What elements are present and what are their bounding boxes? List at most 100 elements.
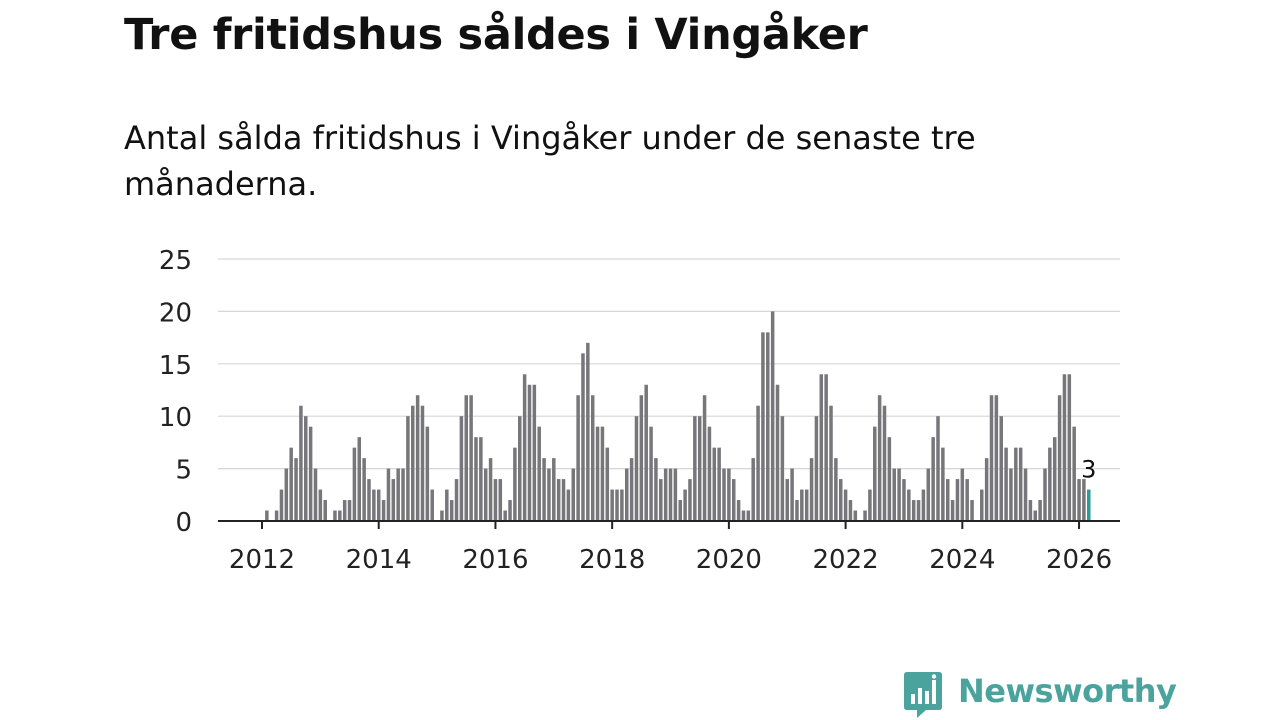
bar — [386, 468, 391, 521]
bar — [965, 479, 969, 521]
y-tick-label: 5 — [175, 456, 192, 486]
bar — [430, 489, 434, 521]
bar — [420, 405, 425, 521]
bar — [746, 510, 751, 521]
brand-logo[interactable]: Newsworthy — [902, 670, 1177, 720]
bar — [342, 500, 347, 521]
bar — [488, 458, 493, 521]
bar — [474, 437, 478, 521]
bar — [999, 416, 1003, 521]
bar — [1023, 468, 1028, 521]
bar — [1062, 374, 1067, 521]
bar — [936, 416, 940, 521]
bar — [454, 479, 459, 521]
x-tick-label: 2024 — [929, 545, 995, 575]
x-tick-label: 2018 — [579, 545, 645, 575]
y-tick-label: 25 — [159, 246, 192, 276]
bar — [945, 479, 950, 521]
bar — [1072, 426, 1076, 521]
bar — [984, 458, 989, 521]
bar — [941, 447, 945, 521]
bar — [717, 447, 721, 521]
bar — [950, 500, 955, 521]
highlight-data-label: 3 — [1081, 456, 1096, 484]
bar — [834, 458, 838, 521]
x-tick-label: 2026 — [1046, 545, 1112, 575]
bar — [483, 468, 488, 521]
bar — [843, 489, 848, 521]
bar — [518, 416, 522, 521]
bar — [513, 447, 517, 521]
bar — [289, 447, 293, 521]
bar — [279, 489, 284, 521]
bar — [372, 489, 376, 521]
bar — [994, 395, 999, 521]
bar — [537, 426, 541, 521]
bar — [406, 416, 410, 521]
bar — [440, 510, 444, 521]
bar — [318, 489, 323, 521]
bar — [522, 374, 527, 521]
bar — [756, 405, 760, 521]
x-tick-label: 2014 — [346, 545, 412, 575]
bar — [376, 489, 381, 521]
bar — [727, 468, 731, 521]
bar — [503, 510, 507, 521]
bar — [415, 395, 420, 521]
bar — [459, 416, 464, 521]
bar — [819, 374, 824, 521]
bar — [449, 500, 454, 521]
bar — [931, 437, 935, 521]
bar — [425, 426, 430, 521]
bar — [897, 468, 901, 521]
bar — [401, 468, 405, 521]
bar — [294, 458, 298, 521]
bar — [600, 426, 605, 521]
bar — [498, 479, 503, 521]
bar — [970, 500, 974, 521]
labels: 0 5 10 15 20 25 2012 2014 2016 2018 2020 2022 2024 20… — [159, 246, 1112, 575]
bar — [712, 447, 717, 521]
bar — [620, 489, 624, 521]
bar — [1067, 374, 1072, 521]
bar — [649, 426, 653, 521]
x-tick-label: 2012 — [229, 545, 295, 575]
bar — [673, 468, 678, 521]
bar — [284, 468, 289, 521]
bar — [663, 468, 668, 521]
bar — [323, 500, 327, 521]
x-tick-label: 2020 — [696, 545, 762, 575]
bar — [590, 395, 595, 521]
bar — [547, 468, 551, 521]
bar — [892, 468, 896, 521]
x-tick-label: 2022 — [813, 545, 879, 575]
bar — [542, 458, 546, 521]
y-tick-label: 10 — [159, 403, 192, 433]
bar — [911, 500, 916, 521]
bar — [848, 500, 853, 521]
bar — [736, 500, 741, 521]
bar — [639, 395, 644, 521]
bar — [615, 489, 619, 521]
bar — [625, 468, 629, 521]
bar — [668, 468, 673, 521]
bar — [751, 458, 755, 521]
bar — [595, 426, 600, 521]
bar — [863, 510, 867, 521]
bar — [926, 468, 931, 521]
brand-name: Newsworthy — [958, 672, 1177, 710]
bar — [299, 405, 303, 521]
bar — [391, 479, 396, 521]
bar — [362, 458, 366, 521]
bar — [907, 489, 911, 521]
bar — [853, 510, 858, 521]
chart-subtitle: Antal sålda fritidshus i Vingåker under … — [124, 119, 976, 203]
x-axis — [218, 520, 1120, 529]
bar — [561, 479, 566, 521]
bar — [576, 395, 580, 521]
bar — [770, 311, 775, 521]
bar — [556, 479, 561, 521]
bar-highlight — [1087, 489, 1091, 521]
bar — [396, 468, 400, 521]
